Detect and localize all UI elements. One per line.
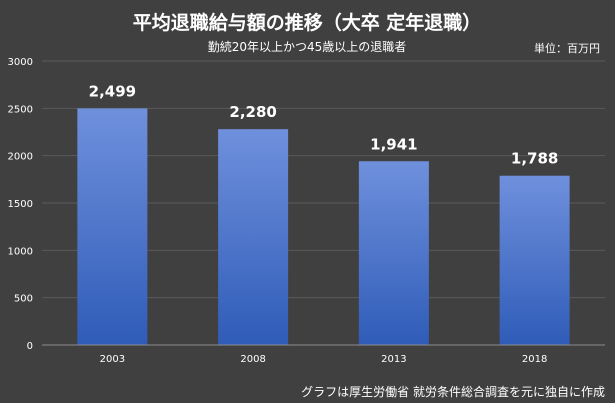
data-label: 2,280 [229,103,276,121]
bar-2013 [358,161,429,345]
axes: 0 500 1000 1500 2000 2500 3000 2003 2008 2013 2018 [8,57,605,365]
bar-2018 [499,175,570,345]
bars [77,108,570,345]
data-label: 1,788 [511,150,558,168]
data-labels: 2,499 2,280 1,941 1,788 [89,82,559,167]
x-tick-label: 2008 [240,354,265,365]
y-tick-label: 500 [14,294,33,305]
x-tick-label: 2003 [100,354,125,365]
y-tick-label: 1500 [8,199,33,210]
bar-2003 [77,108,148,345]
data-label: 2,499 [89,82,136,100]
chart-subtitle: 勤続20年以上かつ45歳以上の退職者 [208,40,407,54]
chart-title: 平均退職給与額の推移（大卒 定年退職） [133,11,482,34]
y-tick-label: 3000 [8,57,33,68]
y-tick-label: 2000 [8,152,33,163]
x-tick-label: 2013 [381,354,406,365]
y-tick-label: 1000 [8,246,33,257]
bar-2008 [218,129,289,345]
y-tick-label: 0 [27,341,33,352]
data-label: 1,941 [370,135,417,153]
y-tick-label: 2500 [8,104,33,115]
x-tick-label: 2018 [522,354,547,365]
unit-label: 単位：百万円 [534,41,600,55]
source-note: グラフは厚生労働省 就労条件総合調査を元に独自に作成 [301,384,605,399]
